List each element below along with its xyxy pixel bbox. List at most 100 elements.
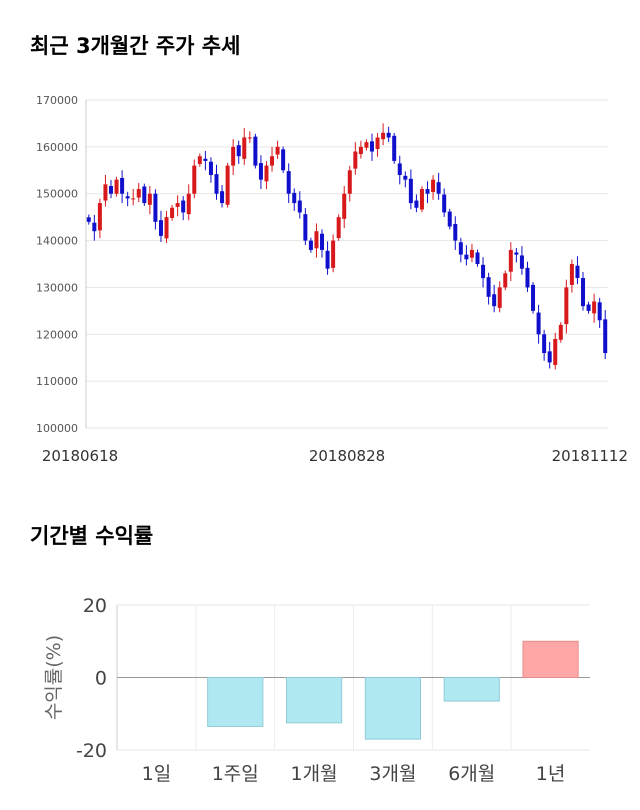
candle-body <box>592 301 597 314</box>
y-axis-label: 수익률(%) <box>43 635 65 720</box>
candle-body <box>508 249 513 272</box>
candle-body <box>453 223 458 241</box>
y-tick-label: 100000 <box>36 422 78 435</box>
y-tick-label: 160000 <box>36 141 78 154</box>
candle-body <box>364 142 369 148</box>
candle-body <box>425 189 430 194</box>
candle-body <box>108 186 113 194</box>
candle-body <box>175 203 180 207</box>
candle-body <box>392 135 397 161</box>
candle-body <box>458 242 463 255</box>
candle-body <box>419 189 424 210</box>
candle-body <box>192 165 197 194</box>
candle-body <box>436 182 441 194</box>
candle-body <box>147 193 152 205</box>
return-bar <box>285 677 343 724</box>
candle-body <box>375 137 380 150</box>
candle-body <box>97 203 102 231</box>
candle-body <box>431 179 436 193</box>
candle-body <box>581 278 586 307</box>
candle-body <box>325 250 330 269</box>
candle-body <box>142 186 147 204</box>
candle-body <box>103 184 108 201</box>
x-tick-label: 20181112 <box>552 447 628 465</box>
candle-body <box>247 137 252 139</box>
candle-body <box>236 145 241 157</box>
candle-body <box>214 174 219 194</box>
candle-body <box>208 161 213 175</box>
returns-chart-title: 기간별 수익률 <box>30 524 154 548</box>
candle-body <box>264 165 269 182</box>
x-tick-label: 1일 <box>142 763 172 785</box>
candle-body <box>369 141 374 152</box>
candle-body <box>253 136 258 166</box>
candle-body <box>525 267 530 288</box>
candle-body <box>314 231 319 249</box>
candle-body <box>481 264 486 279</box>
y-tick-label: 0 <box>95 668 107 690</box>
x-tick-label: 1년 <box>536 763 566 785</box>
candle-body <box>397 163 402 175</box>
candle-body <box>486 277 491 297</box>
candle-body <box>136 189 141 198</box>
candle-body <box>597 302 602 321</box>
y-tick-label: 150000 <box>36 188 78 201</box>
candle-body <box>497 287 502 308</box>
candle-body <box>569 264 574 285</box>
candle-body <box>492 294 497 307</box>
candle-body <box>92 222 97 232</box>
return-bar <box>522 640 579 678</box>
candle-body <box>564 287 569 325</box>
y-tick-label: -20 <box>76 740 107 762</box>
candle-body <box>408 178 413 204</box>
candle-body <box>542 334 547 354</box>
candle-body <box>586 304 591 311</box>
candle-body <box>475 252 480 264</box>
candle-body <box>181 200 186 213</box>
candle-body <box>358 146 363 155</box>
x-tick-label: 1개월 <box>291 763 338 785</box>
candle-body <box>603 319 608 354</box>
candle-body <box>553 338 558 365</box>
candle-body <box>464 254 469 260</box>
candle-body <box>308 240 313 250</box>
candle-body <box>164 217 169 239</box>
candle-body <box>447 211 452 227</box>
candle-body <box>386 132 391 138</box>
candle-body <box>203 158 208 161</box>
candle-body <box>381 132 386 140</box>
x-tick-label: 20180828 <box>309 447 385 465</box>
candle-body <box>86 217 91 222</box>
candle-body <box>575 265 580 279</box>
candle-body <box>558 324 563 340</box>
candle-body <box>153 193 158 222</box>
candle-body <box>170 207 175 218</box>
candle-body <box>292 192 297 204</box>
candle-body <box>131 198 136 200</box>
y-tick-label: 140000 <box>36 235 78 248</box>
y-tick-label: 110000 <box>36 375 78 388</box>
candle-body <box>514 252 519 255</box>
y-tick-label: 20 <box>83 595 107 617</box>
candle-body <box>186 193 191 215</box>
return-bar <box>207 677 264 727</box>
candle-body <box>231 146 236 166</box>
candle-body <box>503 273 508 288</box>
candle-body <box>403 175 408 180</box>
candle-body <box>347 170 352 194</box>
candle-body <box>331 240 336 268</box>
candle-body <box>531 284 536 311</box>
candle-body <box>242 137 247 159</box>
return-bar <box>364 677 422 740</box>
price-chart: 100000 110000 120000 130000 140000 150000 1600… <box>36 94 628 465</box>
candle-body <box>258 163 263 180</box>
candle-body <box>342 193 347 219</box>
x-tick-label: 3개월 <box>369 763 416 785</box>
candle-body <box>536 312 541 335</box>
candle-body <box>303 214 308 241</box>
y-tick-label: 130000 <box>36 281 78 294</box>
candle-body <box>353 151 358 169</box>
x-tick-label: 20180618 <box>42 447 118 465</box>
candle-body <box>225 165 230 205</box>
candle-body <box>320 233 325 250</box>
